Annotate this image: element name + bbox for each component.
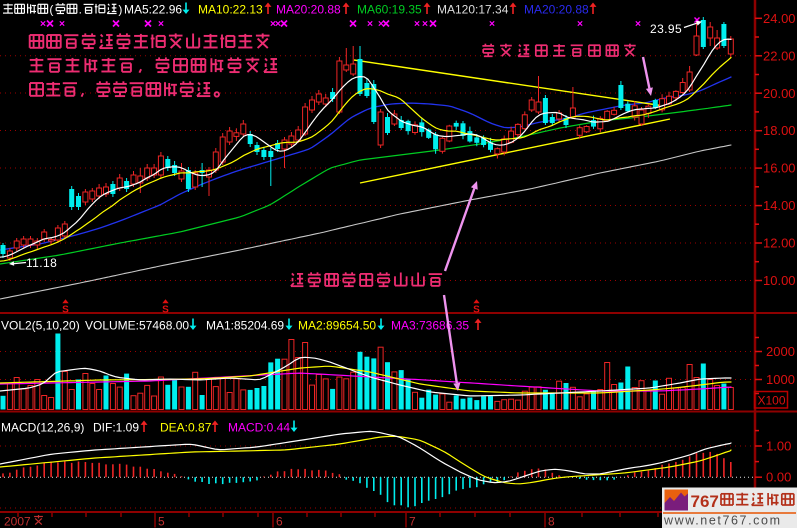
- svg-text:0.00: 0.00: [766, 470, 791, 485]
- svg-text:S: S: [473, 305, 480, 316]
- svg-text:23.95: 23.95: [650, 22, 682, 36]
- svg-text:11.18: 11.18: [26, 256, 57, 270]
- svg-text:12.00: 12.00: [763, 236, 796, 251]
- svg-text:MA5:22.96: MA5:22.96: [124, 3, 182, 17]
- svg-text:VOLUME:57468.00: VOLUME:57468.00: [85, 319, 189, 333]
- svg-text:16.00: 16.00: [763, 161, 796, 176]
- svg-text:8: 8: [548, 515, 555, 528]
- svg-text:DIF:1.09: DIF:1.09: [93, 421, 139, 435]
- svg-text:24.00: 24.00: [763, 11, 796, 26]
- svg-text:10.00: 10.00: [763, 273, 796, 288]
- svg-text:18.00: 18.00: [763, 123, 796, 138]
- svg-text:2007: 2007: [4, 515, 31, 528]
- svg-text:www.net767.com: www.net767.com: [663, 514, 782, 528]
- svg-text:S: S: [62, 305, 69, 316]
- svg-text:MA20:20.88: MA20:20.88: [524, 3, 589, 17]
- svg-text:MACD(12,26,9): MACD(12,26,9): [1, 421, 84, 435]
- svg-text:MA20:20.88: MA20:20.88: [276, 3, 341, 17]
- svg-text:DEA:0.87: DEA:0.87: [160, 421, 212, 435]
- svg-text:20.00: 20.00: [763, 86, 796, 101]
- svg-text:MA1:85204.69: MA1:85204.69: [206, 319, 284, 333]
- svg-text:VOL2(5,10,20): VOL2(5,10,20): [1, 319, 80, 333]
- svg-text:1.00: 1.00: [766, 439, 791, 454]
- svg-text:X100: X100: [758, 394, 786, 408]
- svg-text:7: 7: [409, 515, 416, 528]
- svg-text:(: (: [49, 3, 53, 17]
- svg-text:6: 6: [276, 515, 283, 528]
- svg-text:S: S: [162, 305, 169, 316]
- svg-text:MA3:73686.35: MA3:73686.35: [391, 319, 469, 333]
- svg-text:MA120:17.34: MA120:17.34: [437, 3, 509, 17]
- svg-text:): ): [118, 3, 122, 17]
- svg-text:5: 5: [158, 515, 165, 528]
- svg-text:767: 767: [691, 492, 719, 511]
- svg-text:14.00: 14.00: [763, 198, 796, 213]
- svg-text:22.00: 22.00: [763, 48, 796, 63]
- svg-text:MA60:19.35: MA60:19.35: [357, 3, 422, 17]
- svg-text:MA10:22.13: MA10:22.13: [198, 3, 263, 17]
- svg-text:MACD:0.44: MACD:0.44: [228, 421, 290, 435]
- svg-text:.: .: [79, 3, 82, 17]
- svg-text:2000: 2000: [766, 344, 795, 359]
- svg-text:MA2:89654.50: MA2:89654.50: [298, 319, 376, 333]
- svg-text:1000: 1000: [766, 372, 795, 387]
